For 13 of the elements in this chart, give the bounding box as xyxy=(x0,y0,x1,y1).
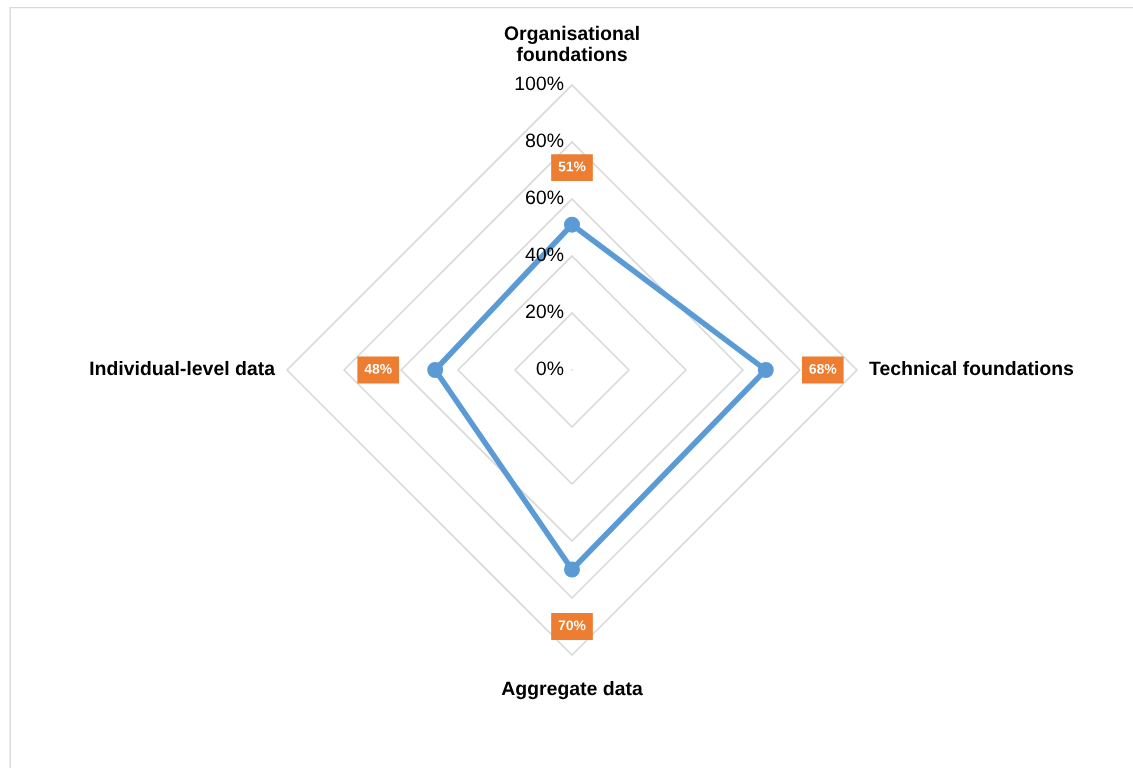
y-tick-label: 20% xyxy=(526,304,564,319)
y-tick-label: 60% xyxy=(526,190,564,205)
y-tick-label: 100% xyxy=(515,76,564,91)
spoke-label: Aggregate data xyxy=(501,681,643,700)
text: 48% xyxy=(364,363,392,374)
spoke-label: Organisational foundations xyxy=(504,25,639,62)
text: 68% xyxy=(809,363,837,374)
text: 51% xyxy=(558,161,586,172)
y-tick-label: 0% xyxy=(536,361,564,376)
text: 70% xyxy=(558,620,586,631)
spoke-label: Technical foundations xyxy=(869,360,1074,376)
spoke-label: Individual-level data xyxy=(90,360,276,376)
y-tick-label: 80% xyxy=(525,133,564,148)
